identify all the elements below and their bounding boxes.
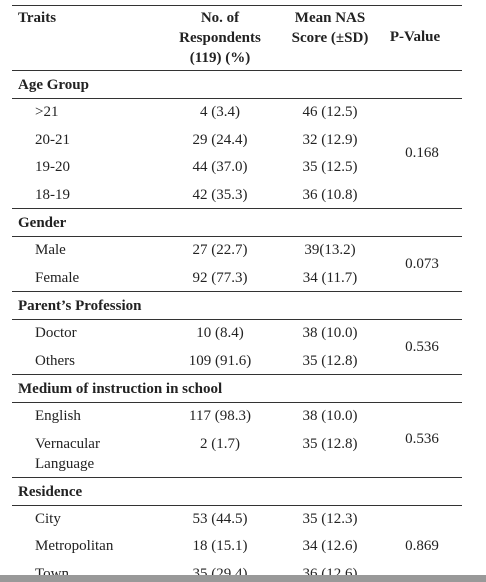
respondents: 109 (91.6): [188, 352, 252, 369]
respondents: 29 (24.4): [192, 131, 248, 148]
mean: 38 (10.0): [302, 325, 358, 341]
rule: [12, 476, 462, 478]
mean: 32 (12.9): [302, 131, 358, 148]
section-title: Gender: [18, 215, 67, 231]
mean: 38 (10.0): [302, 408, 358, 424]
header: P-Value: [389, 29, 441, 45]
respondents: 10 (8.4): [196, 325, 244, 341]
mean: 34 (11.7): [302, 269, 358, 286]
rule: [12, 5, 462, 6]
rule: [12, 291, 462, 292]
respondents: 18 (15.1): [192, 538, 248, 554]
mean: 35 (12.8): [302, 435, 358, 452]
respondents: 4 (3.4): [200, 104, 240, 120]
respondents: 117 (98.3): [189, 408, 251, 424]
rule: [12, 98, 462, 99]
trait: Vernacular Language: [35, 435, 100, 472]
trait: Male: [35, 242, 66, 258]
header: No. of Respondents (119) (%): [179, 10, 261, 66]
p-value: 0.168: [405, 145, 439, 161]
section-title: Age Group: [18, 77, 89, 93]
rule: [12, 236, 462, 237]
trait: 18-19: [35, 186, 70, 203]
trait: Others: [35, 352, 75, 369]
mean: 36 (10.8): [302, 186, 358, 203]
respondents: 92 (77.3): [192, 269, 248, 286]
trait: Doctor: [35, 325, 77, 341]
header: Mean NAS Score (±SD): [291, 10, 369, 46]
trait: English: [35, 408, 81, 424]
respondents: 44 (37.0): [192, 159, 248, 175]
mean: 46 (12.5): [302, 104, 358, 120]
p-value: 0.536: [405, 431, 439, 448]
rule: [12, 374, 462, 375]
trait: 20-21: [35, 131, 70, 148]
p-value: 0.869: [405, 537, 439, 554]
rule: [12, 70, 462, 71]
p-value: 0.536: [405, 338, 439, 355]
trait: Female: [35, 269, 80, 286]
rule: [12, 504, 462, 506]
mean: 35 (12.5): [302, 159, 358, 175]
respondents: 42 (35.3): [192, 186, 248, 203]
rule: [12, 402, 462, 403]
rule: [12, 208, 462, 209]
section-title: Residence: [18, 483, 83, 500]
trait: City: [35, 510, 61, 527]
p-value: 0.073: [405, 255, 439, 272]
scroll-bar: [0, 575, 486, 582]
respondents: 53 (44.5): [192, 510, 248, 527]
header: Traits: [18, 10, 57, 26]
section-title: Medium of instruction in school: [18, 381, 223, 397]
mean: 39(13.2): [304, 242, 356, 258]
mean: 34 (12.6): [302, 538, 358, 554]
rule: [12, 319, 462, 320]
section-title: Parent’s Profession: [18, 298, 142, 314]
trait: >21: [35, 104, 59, 120]
respondents: 27 (22.7): [192, 242, 248, 258]
mean: 35 (12.3): [302, 510, 358, 527]
respondents: 2 (1.7): [200, 435, 240, 452]
trait: 19-20: [35, 159, 70, 175]
mean: 35 (12.8): [302, 352, 358, 369]
trait: Metropolitan: [35, 538, 114, 554]
